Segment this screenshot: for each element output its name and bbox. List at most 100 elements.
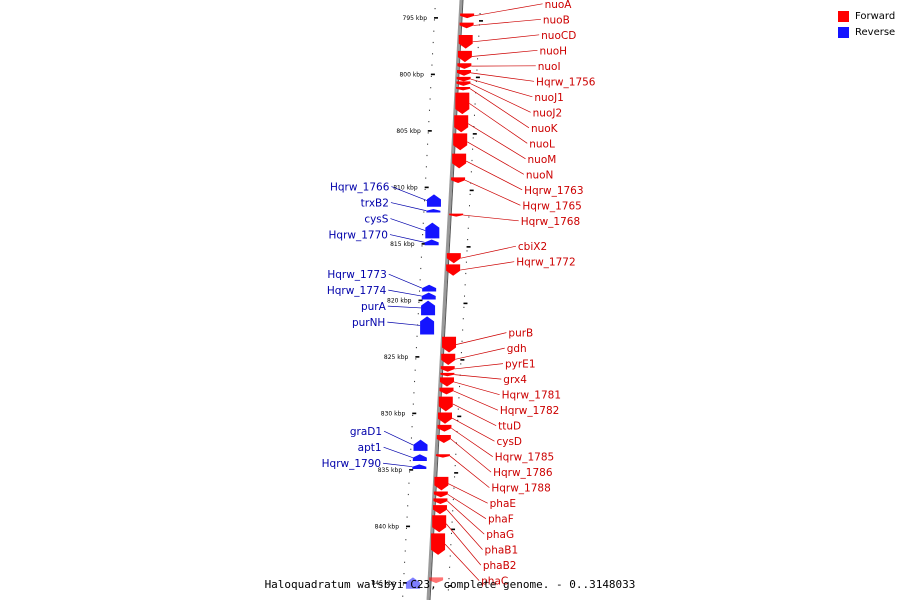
gene-label: nuoA: [545, 0, 573, 11]
gene-leader-line: [453, 381, 500, 395]
forward-gene: [459, 22, 474, 29]
gene-label: phaB2: [483, 560, 517, 572]
minor-tick: [477, 58, 479, 60]
minor-tick: [414, 369, 416, 371]
gene-leader-line: [455, 347, 505, 360]
gene-label: Hqrw_1756: [536, 76, 596, 88]
minor-tick: [452, 498, 454, 501]
gene-label: cysD: [496, 436, 522, 448]
forward-gene: [437, 424, 452, 432]
forward-gene: [440, 372, 455, 377]
gene-leader-line: [445, 523, 482, 566]
gene-label: purB: [508, 328, 533, 340]
minor-tick: [473, 114, 475, 116]
ruler-tick: [451, 528, 456, 531]
gene-leader-line: [453, 390, 499, 411]
minor-tick: [420, 256, 422, 258]
minor-tick: [472, 148, 474, 150]
minor-tick: [468, 216, 470, 218]
minor-tick: [412, 414, 414, 416]
minor-tick: [458, 397, 460, 399]
minor-tick: [473, 126, 475, 128]
ruler-tick: [415, 356, 420, 358]
forward-gene: [442, 336, 457, 353]
gene-label: Hqrw_1785: [495, 452, 554, 464]
gene-leader-line: [388, 273, 423, 289]
ruler-tick: [412, 412, 417, 415]
minor-tick: [405, 527, 407, 529]
ruler-tick: [402, 582, 407, 584]
ruler-tick: [409, 469, 414, 471]
minor-tick: [452, 510, 454, 512]
gene-label: nuoK: [531, 123, 559, 135]
forward-gene: [434, 476, 449, 491]
minor-tick: [474, 103, 476, 105]
ruler-tick: [424, 186, 429, 189]
gene-label: Hqrw_1763: [524, 185, 583, 197]
reverse-gene: [424, 239, 439, 246]
gene-leader-line: [450, 438, 492, 473]
minor-tick: [423, 211, 425, 213]
forward-gene: [431, 533, 446, 555]
minor-tick: [428, 121, 430, 123]
legend-item-reverse: Reverse: [838, 24, 895, 40]
forward-gene: [457, 63, 472, 69]
minor-tick: [407, 493, 409, 496]
minor-tick: [476, 69, 478, 71]
minor-tick: [427, 132, 429, 134]
minor-tick: [450, 544, 452, 546]
minor-tick: [403, 573, 405, 575]
forward-gene: [441, 353, 456, 365]
minor-tick: [448, 578, 450, 580]
minor-tick: [477, 46, 479, 49]
minor-tick: [429, 98, 431, 100]
minor-tick: [424, 188, 426, 190]
ruler-label: 835 kbp: [378, 467, 403, 474]
minor-tick: [447, 589, 449, 591]
minor-tick: [467, 227, 469, 229]
minor-tick: [416, 335, 418, 337]
ruler-tick: [469, 189, 474, 192]
gene-label: Hqrw_1782: [500, 405, 559, 417]
ruler-label: 820 kbp: [387, 298, 412, 305]
minor-tick: [475, 80, 477, 82]
ruler-label: 815 kbp: [390, 241, 415, 248]
gene-leader-line: [455, 332, 507, 345]
minor-tick: [465, 272, 467, 275]
gene-label: Hqrw_1765: [522, 200, 581, 212]
minor-tick: [426, 154, 428, 157]
forward-gene: [454, 115, 469, 133]
gene-leader-line: [467, 141, 524, 175]
forward-swatch: [838, 10, 849, 22]
gene-label: nuoH: [539, 45, 567, 57]
reverse-gene: [413, 439, 428, 451]
gene-label: Hqrw_1774: [327, 285, 387, 297]
ruler-label: 840 kbp: [375, 524, 400, 531]
gene-leader-line: [473, 18, 541, 26]
gene-leader-line: [469, 88, 530, 129]
forward-gene: [439, 377, 454, 387]
gene-leader-line: [389, 234, 425, 243]
genome-caption: Haloquadratum walsbyi C23, complete geno…: [264, 578, 636, 591]
gene-label: nuoJ1: [534, 92, 564, 104]
minor-tick: [449, 566, 451, 568]
minor-tick: [454, 465, 456, 467]
minor-tick: [463, 306, 465, 308]
minor-tick: [460, 363, 462, 365]
minor-tick: [459, 385, 461, 388]
minor-tick: [457, 408, 459, 410]
gene-label: Hqrw_1788: [491, 483, 550, 495]
minor-tick: [408, 482, 410, 484]
minor-tick: [469, 193, 471, 195]
gene-leader-line: [472, 34, 540, 43]
ruler-tick: [463, 302, 468, 305]
gene-leader-line: [446, 509, 483, 550]
minor-tick: [455, 453, 457, 455]
minor-tick: [430, 87, 432, 89]
gene-leader-line: [470, 72, 535, 82]
gene-leader-line: [387, 321, 421, 326]
minor-tick: [419, 290, 421, 292]
forward-gene: [456, 87, 471, 91]
minor-tick: [433, 19, 435, 21]
